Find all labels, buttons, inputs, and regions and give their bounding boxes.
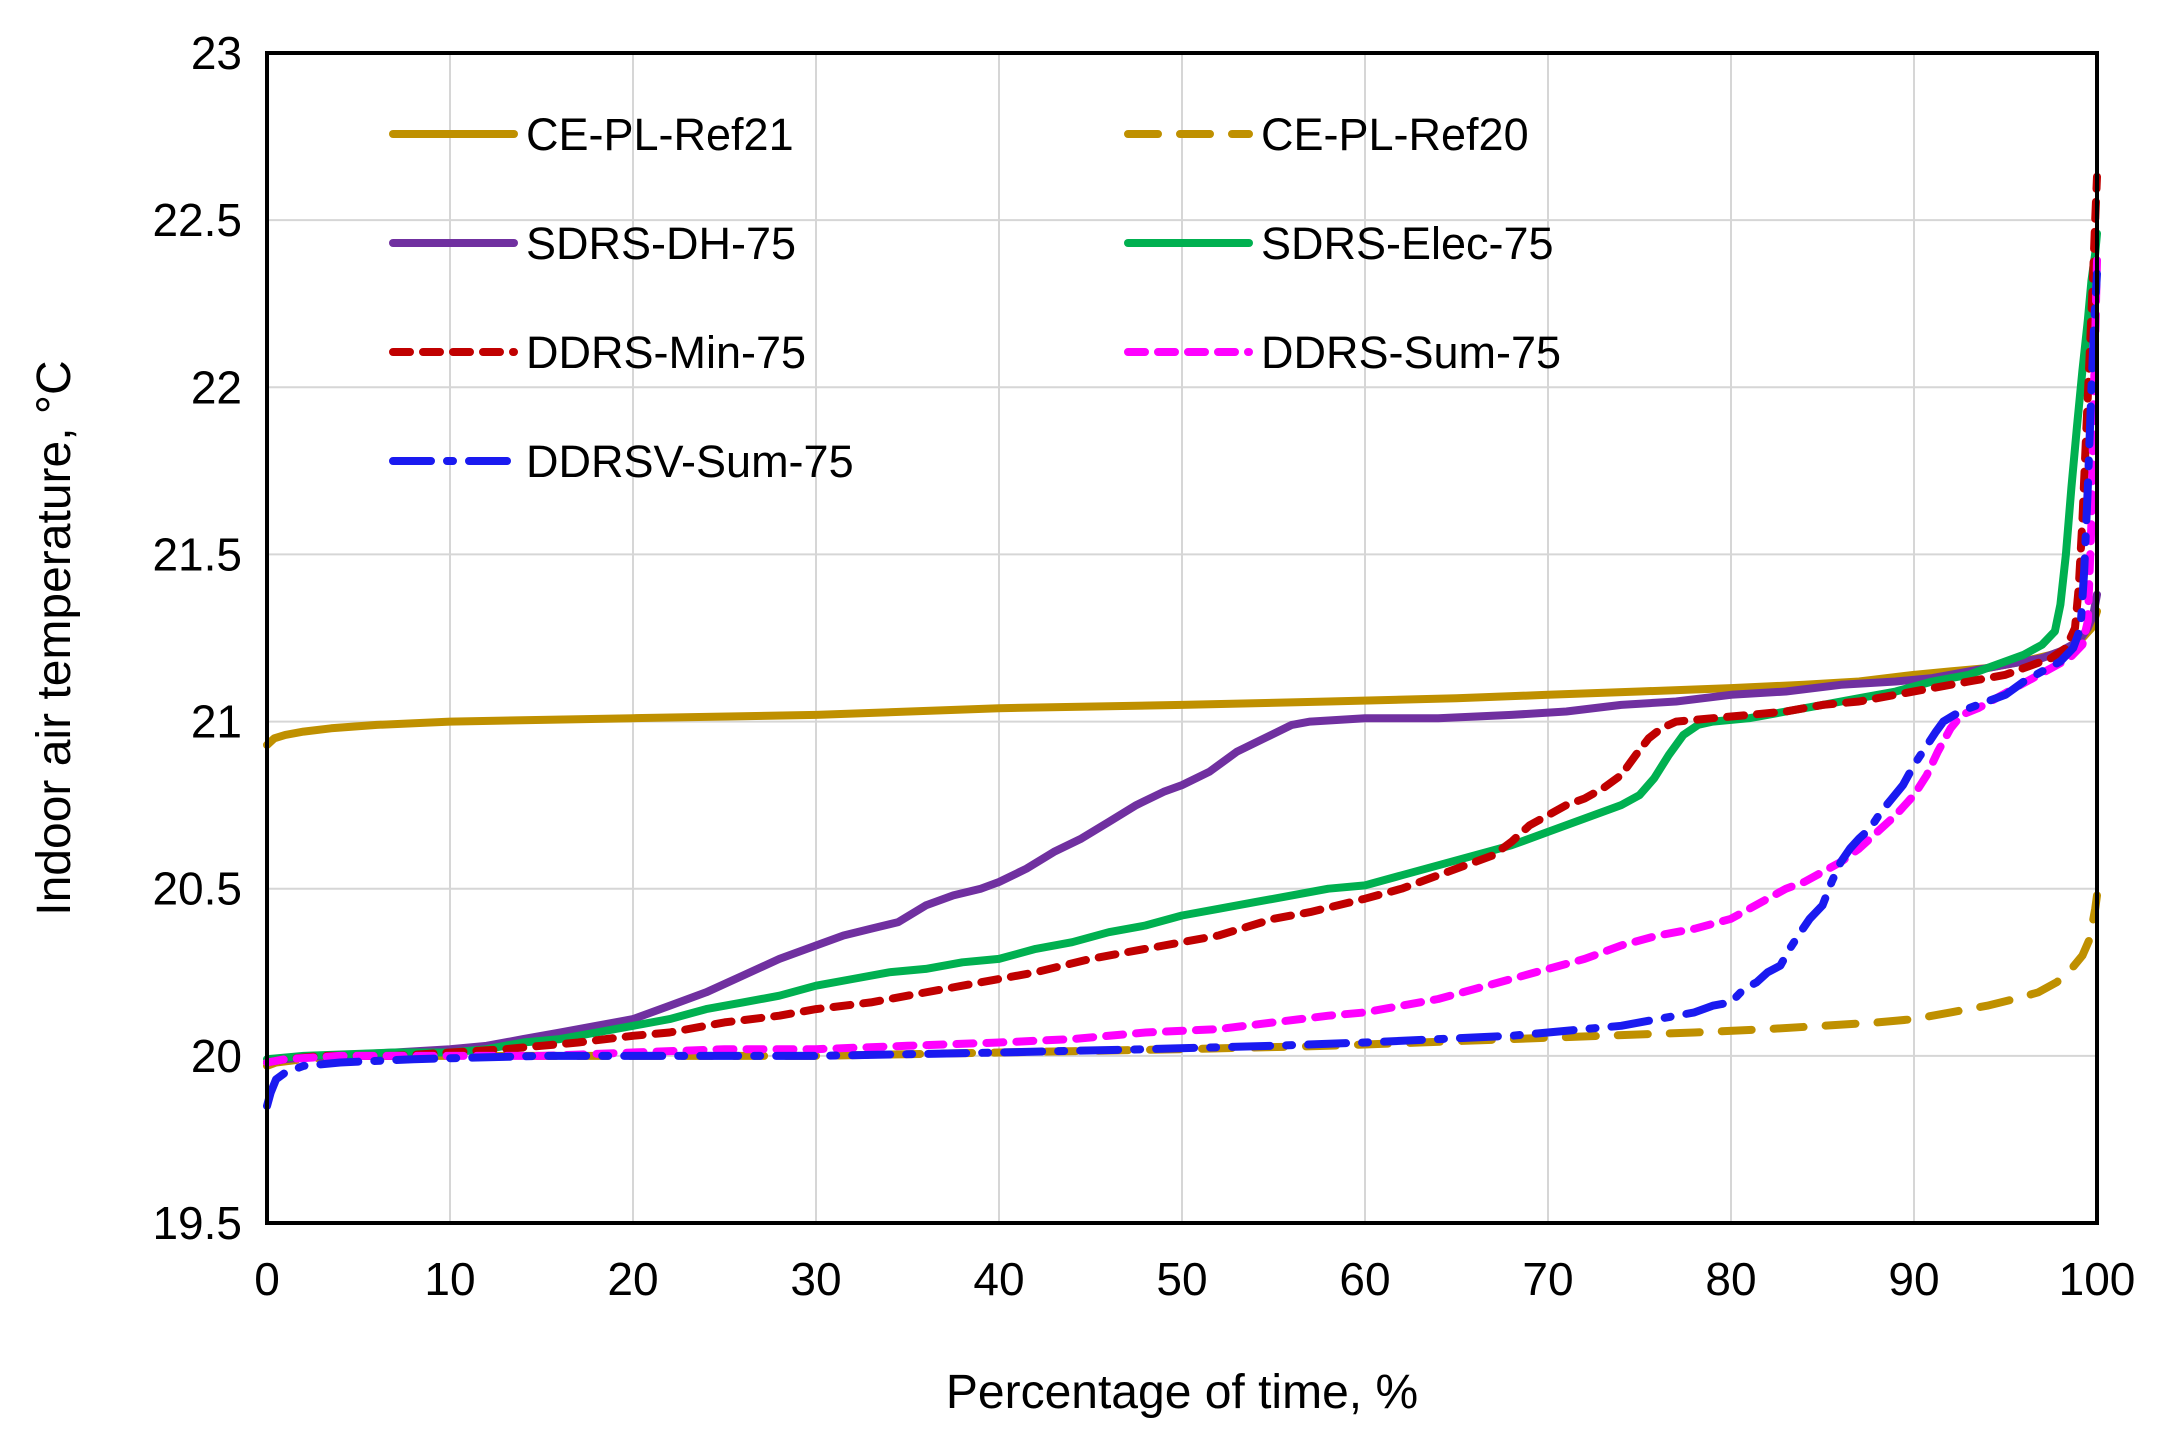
series-lines xyxy=(263,172,2101,1110)
legend-label: DDRS-Min-75 xyxy=(526,327,806,378)
y-axis-tick-labels: 19.5 20 20.5 21 21.5 22 22.5 23 xyxy=(152,27,242,1249)
x-tick-label: 40 xyxy=(973,1253,1024,1305)
y-tick-label: 21.5 xyxy=(152,528,242,580)
legend-label: DDRS-Sum-75 xyxy=(1261,327,1561,378)
legend-label: CE-PL-Ref21 xyxy=(526,109,794,160)
legend-item-CE-PL-Ref20: CE-PL-Ref20 xyxy=(1124,109,1529,160)
legend: CE-PL-Ref21 CE-PL-Ref20 SDRS-DH-75 SDRS-Ele… xyxy=(389,109,1561,487)
legend-item-CE-PL-Ref21: CE-PL-Ref21 xyxy=(389,109,794,160)
x-tick-label: 80 xyxy=(1705,1253,1756,1305)
x-axis-tick-labels: 0 10 20 30 40 50 60 70 80 90 100 xyxy=(254,1253,2135,1305)
y-tick-label: 20.5 xyxy=(152,863,242,915)
legend-label: DDRSV-Sum-75 xyxy=(526,436,854,487)
x-tick-label: 70 xyxy=(1522,1253,1573,1305)
legend-label: SDRS-Elec-75 xyxy=(1261,218,1554,269)
plot-border xyxy=(265,51,2099,1225)
legend-item-DDRS-Min-75: DDRS-Min-75 xyxy=(389,327,806,378)
x-tick-label: 50 xyxy=(1156,1253,1207,1305)
x-tick-label: 60 xyxy=(1339,1253,1390,1305)
y-tick-label: 19.5 xyxy=(152,1197,242,1249)
series-line-SDRS-Elec-75 xyxy=(263,229,2101,1064)
series-line-SDRS-DH-75 xyxy=(263,590,2101,1067)
legend-label: CE-PL-Ref20 xyxy=(1261,109,1529,160)
x-tick-label: 90 xyxy=(1888,1253,1939,1305)
legend-item-SDRS-Elec-75: SDRS-Elec-75 xyxy=(1124,218,1554,269)
legend-item-SDRS-DH-75: SDRS-DH-75 xyxy=(389,218,796,269)
series-line-CE-PL-Ref20 xyxy=(263,891,2101,1070)
y-tick-label: 20 xyxy=(191,1030,242,1082)
legend-item-DDRSV-Sum-75: DDRSV-Sum-75 xyxy=(389,436,854,487)
x-tick-label: 10 xyxy=(424,1253,475,1305)
x-tick-label: 100 xyxy=(2059,1253,2136,1305)
y-tick-label: 23 xyxy=(191,27,242,79)
x-tick-label: 30 xyxy=(790,1253,841,1305)
y-tick-label: 22 xyxy=(191,361,242,413)
legend-item-DDRS-Sum-75: DDRS-Sum-75 xyxy=(1124,327,1561,378)
x-tick-label: 0 xyxy=(254,1253,280,1305)
y-tick-label: 22.5 xyxy=(152,194,242,246)
y-tick-label: 21 xyxy=(191,696,242,748)
x-axis-title: Percentage of time, % xyxy=(946,1366,1418,1419)
series-line-DDRSV-Sum-75 xyxy=(263,269,2101,1110)
y-axis-title: Indoor air temperature, °C xyxy=(28,360,81,915)
series-line-DDRS-Min-75 xyxy=(263,172,2101,1067)
x-tick-label: 20 xyxy=(607,1253,658,1305)
legend-label: SDRS-DH-75 xyxy=(526,218,796,269)
